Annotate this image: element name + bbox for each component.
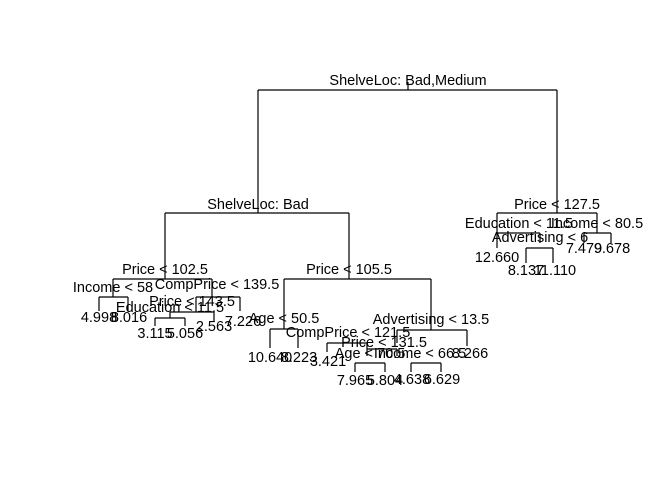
edge-age-70 [354, 362, 386, 372]
leaf-value: 11.110 [534, 263, 576, 279]
edge-price-105 [283, 278, 432, 330]
split-label-price-143: Price < 143.5 [149, 294, 235, 310]
leaf-value: 9.678 [594, 241, 630, 257]
split-label-age-50: Age < 50.5 [249, 311, 320, 327]
split-label-compprice-121: CompPrice < 121.5 [286, 325, 411, 341]
leaf-value: 5.056 [167, 326, 203, 342]
edge-price-143 [169, 311, 215, 322]
leaf-value: 2.563 [196, 319, 232, 335]
split-label-compprice-139: CompPrice < 139.5 [155, 277, 280, 293]
split-label-education-left: Education < 11.5 [116, 300, 224, 316]
edge-income-66 [410, 362, 442, 372]
edge-advertising-6 [525, 247, 554, 263]
leaf-value: 5.804 [367, 373, 403, 389]
split-label-price-105: Price < 105.5 [306, 262, 392, 278]
split-label-advertising-13: Advertising < 13.5 [373, 312, 489, 328]
edge-compprice-139 [195, 296, 241, 312]
leaf-value: 10.640 [248, 350, 292, 366]
leaf-value: 7.479 [566, 241, 602, 257]
edge-price-127 [496, 212, 598, 233]
split-label-price-131: Price < 131.5 [341, 335, 427, 351]
split-label-advertising-6: Advertising < 6 [492, 230, 588, 246]
leaf-values: 12.660 8.137 11.110 7.479 9.678 4.998 8.… [81, 241, 630, 389]
tree-edges [98, 82, 612, 372]
edge-age-50 [269, 328, 299, 348]
split-label-income-66: Income < 66.5 [374, 346, 466, 362]
leaf-value: 7.226 [225, 314, 261, 330]
split-label-income-58: Income < 58 [73, 280, 153, 296]
leaf-value: 8.137 [508, 263, 544, 279]
leaf-value: 4.638 [394, 372, 430, 388]
leaf-value: 3.421 [310, 354, 346, 370]
leaf-value: 8.266 [452, 346, 488, 362]
edge-price-131 [366, 348, 398, 356]
edge-price-102 [112, 278, 213, 297]
edge-education-left [154, 317, 186, 326]
leaf-value: 4.998 [81, 310, 117, 326]
leaf-value: 7.965 [337, 373, 373, 389]
leaf-value: 12.660 [475, 250, 519, 266]
leaf-value: 8.223 [281, 350, 317, 366]
edge-advertising-13 [396, 329, 468, 346]
split-label-age-70: Age < 70.5 [335, 346, 406, 362]
split-label-shelveloc-bad-medium: ShelveLoc: Bad,Medium [329, 73, 486, 89]
edge-compprice-121 [326, 342, 368, 352]
split-labels: ShelveLoc: Bad,Medium ShelveLoc: Bad Pri… [73, 73, 643, 362]
leaf-value: 3.115 [137, 326, 172, 342]
edge-shelveloc-bad [164, 212, 350, 279]
split-label-education-right: Education < 11.5 [465, 216, 573, 232]
split-label-income-80: Income < 80.5 [551, 216, 643, 232]
split-label-price-102: Price < 102.5 [122, 262, 208, 278]
split-label-shelveloc-bad: ShelveLoc: Bad [207, 197, 309, 213]
leaf-value: 6.629 [424, 372, 460, 388]
edge-income-80 [583, 232, 612, 243]
edge-root [257, 82, 558, 213]
edge-education-right [496, 232, 541, 248]
leaf-value: 8.016 [111, 310, 147, 326]
edge-income-58 [98, 296, 129, 311]
split-label-price-127: Price < 127.5 [514, 197, 600, 213]
